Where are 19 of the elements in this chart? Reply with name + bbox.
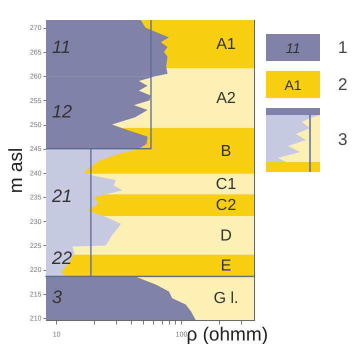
text: 2 xyxy=(338,74,348,94)
y-axis-title: m asl xyxy=(6,148,27,194)
swatch-icon: 11 xyxy=(266,34,320,61)
band-label: G l. xyxy=(214,290,238,308)
series-label: 21 xyxy=(51,186,72,206)
band-label: B xyxy=(220,142,232,160)
series-label: 11 xyxy=(52,37,71,58)
band-label: C1 xyxy=(216,176,236,194)
band-label: E xyxy=(220,258,232,275)
swatch-icon: A1 xyxy=(266,71,320,98)
band-label: C2 xyxy=(216,197,236,214)
series-label: 3 xyxy=(52,287,62,308)
series-label: 22 xyxy=(51,248,72,268)
series-label: 12 xyxy=(52,101,72,122)
band-label: A2 xyxy=(216,90,236,108)
text: 1 xyxy=(338,38,348,58)
text: 3 xyxy=(338,130,348,150)
band-label: A1 xyxy=(216,36,236,54)
band-label: D xyxy=(220,227,232,244)
